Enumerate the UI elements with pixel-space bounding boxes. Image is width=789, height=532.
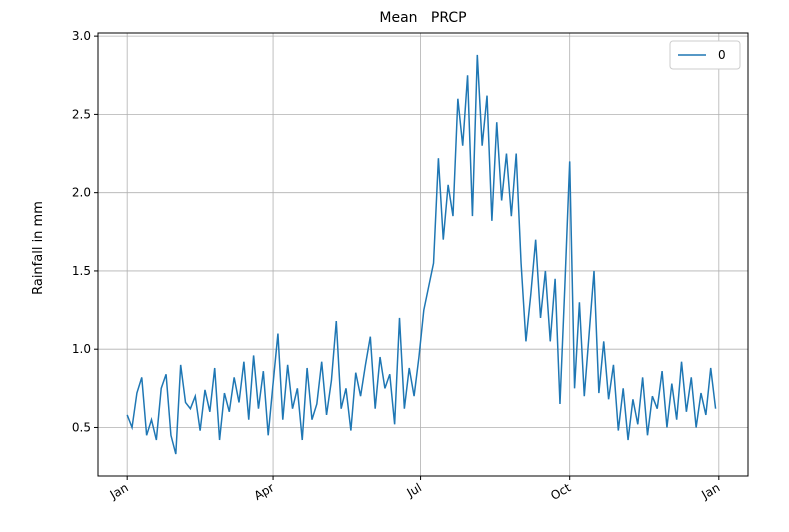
y-tick-label: 1.0	[72, 342, 91, 356]
chart-title: Mean PRCP	[379, 10, 466, 26]
legend-label: 0	[718, 48, 726, 62]
x-tick-label: Oct	[548, 480, 573, 503]
y-tick-label: 3.0	[72, 29, 91, 43]
x-tick-label: Jul	[404, 480, 424, 500]
plot-frame	[97, 32, 749, 477]
x-tick-label: Jan	[107, 480, 131, 502]
data-line	[126, 54, 717, 455]
y-tick-label: 2.0	[72, 186, 91, 200]
x-tick-label: Jan	[698, 480, 722, 502]
y-tick-label: 2.5	[72, 107, 91, 121]
y-tick-label: 0.5	[72, 420, 91, 434]
y-tick-label: 1.5	[72, 264, 91, 278]
x-tick-label: Apr	[252, 480, 277, 503]
y-axis-label: Rainfall in mm	[31, 201, 46, 295]
